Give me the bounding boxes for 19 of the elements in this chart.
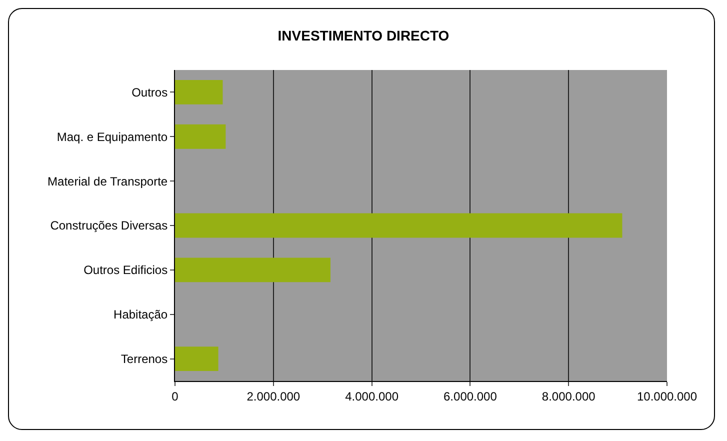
x-tick-label: 10.000.000 bbox=[636, 389, 698, 404]
x-tick-label: 8.000.000 bbox=[542, 389, 596, 404]
x-tick-label: 2.000.000 bbox=[246, 389, 300, 404]
bar bbox=[175, 124, 226, 149]
chart-title: INVESTIMENTO DIRECTO bbox=[278, 28, 450, 44]
y-tick-label: Material de Transporte bbox=[48, 174, 168, 188]
x-tick-label: 0 bbox=[172, 389, 179, 404]
x-tick-label: 6.000.000 bbox=[444, 389, 498, 404]
y-tick-label: Outros Edificios bbox=[84, 263, 168, 278]
y-tick-label: Outros bbox=[132, 85, 168, 100]
x-tick-label: 4.000.000 bbox=[345, 389, 399, 404]
bar bbox=[175, 213, 622, 238]
bar bbox=[175, 80, 223, 104]
y-tick-label: Maq. e Equipamento bbox=[56, 130, 168, 144]
y-tick-label: Construções Diversas bbox=[50, 218, 168, 233]
bar bbox=[175, 346, 218, 371]
y-tick-label: Habitação bbox=[114, 308, 168, 322]
bar bbox=[175, 258, 330, 282]
y-tick-label: Terrenos bbox=[120, 352, 168, 366]
